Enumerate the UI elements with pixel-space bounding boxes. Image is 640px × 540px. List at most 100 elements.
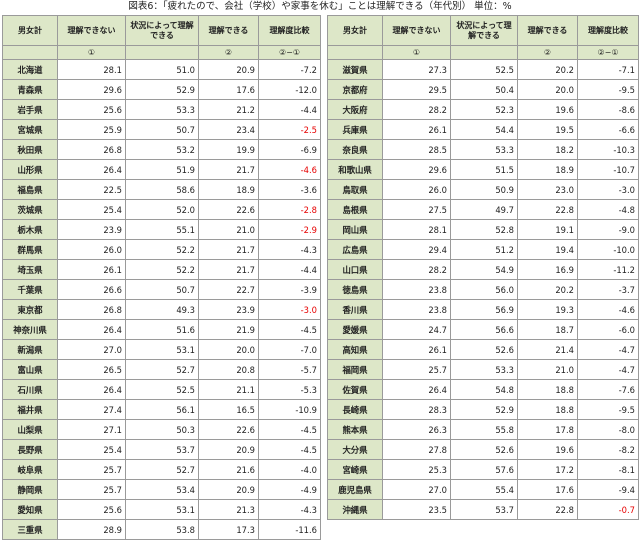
depends-cell: 52.7 [125,459,199,480]
cannot-understand-cell: 26.3 [382,419,451,440]
understand-cell: 22.8 [517,499,578,520]
prefecture-cell: 徳島県 [327,279,383,300]
depends-cell: 56.0 [450,279,518,300]
comparison-cell: -4.3 [258,239,321,260]
depends-cell: 52.3 [450,99,518,120]
understand-cell: 18.7 [517,319,578,340]
comparison-cell: -9.5 [577,399,639,420]
header-cannot-understand: 理解できない [382,15,451,46]
comparison-cell: -3.6 [258,179,321,200]
table-row: 青森県 29.6 52.9 17.6 -12.0 [2,79,321,100]
header-understand: 理解できる [198,15,259,46]
prefecture-cell: 京都府 [327,79,383,100]
understand-cell: 16.5 [198,399,259,420]
cannot-understand-cell: 26.4 [57,319,126,340]
understand-cell: 18.2 [517,139,578,160]
understand-cell: 21.0 [517,359,578,380]
table-row: 熊本県 26.3 55.8 17.8 -8.0 [327,419,639,440]
table-row: 群馬県 26.0 52.2 21.7 -4.3 [2,239,321,260]
understand-cell: 23.0 [517,179,578,200]
cannot-understand-cell: 26.1 [382,119,451,140]
cannot-understand-cell: 28.3 [382,399,451,420]
header-cannot-understand: 理解できない [57,15,126,46]
depends-cell: 54.4 [450,119,518,140]
table-row: 岐阜県 25.7 52.7 21.6 -4.0 [2,459,321,480]
header-comparison: 理解度比較 [577,15,639,46]
understand-cell: 17.8 [517,419,578,440]
prefecture-cell: 山口県 [327,259,383,280]
understand-cell: 21.2 [198,99,259,120]
prefecture-cell: 新潟県 [2,339,58,360]
prefecture-cell: 千葉県 [2,279,58,300]
understand-cell: 21.9 [198,319,259,340]
table-row: 奈良県 28.5 53.3 18.2 -10.3 [327,139,639,160]
cannot-understand-cell: 28.1 [382,219,451,240]
depends-cell: 58.6 [125,179,199,200]
comparison-cell: -4.9 [258,479,321,500]
table-row: 山口県 28.2 54.9 16.9 -11.2 [327,259,639,280]
comparison-cell: -8.0 [577,419,639,440]
understand-cell: 19.9 [198,139,259,160]
understand-cell: 19.5 [517,119,578,140]
prefecture-cell: 鹿児島県 [327,479,383,500]
cannot-understand-cell: 28.2 [382,259,451,280]
understand-cell: 18.9 [517,159,578,180]
cannot-understand-cell: 25.3 [382,459,451,480]
depends-cell: 56.9 [450,299,518,320]
prefecture-cell: 広島県 [327,239,383,260]
table-row: 静岡県 25.7 53.4 20.9 -4.9 [2,479,321,500]
prefecture-cell: 佐賀県 [327,379,383,400]
table-right: 男女計 理解できない 状況によって理解できる 理解できる 理解度比較 ① ② ②… [327,15,639,520]
understand-cell: 20.2 [517,279,578,300]
understand-cell: 20.9 [198,59,259,80]
prefecture-cell: 秋田県 [2,139,58,160]
cannot-understand-cell: 28.5 [382,139,451,160]
table-row: 神奈川県 26.4 51.6 21.9 -4.5 [2,319,321,340]
cannot-understand-cell: 26.0 [382,179,451,200]
prefecture-cell: 静岡県 [2,479,58,500]
table-row: 高知県 26.1 52.6 21.4 -4.7 [327,339,639,360]
prefecture-cell: 宮城県 [2,119,58,140]
understand-cell: 20.0 [517,79,578,100]
cannot-understand-cell: 28.1 [57,59,126,80]
prefecture-cell: 山形県 [2,159,58,180]
cannot-understand-cell: 25.6 [57,99,126,120]
figure-title: 図表6：「疲れたので、会社（学校）や家事を休む」ことは理解できる（年代別） 単位… [128,1,512,12]
understand-cell: 20.8 [198,359,259,380]
header-comparison: 理解度比較 [258,15,321,46]
subheader-4: ②−① [577,45,639,60]
comparison-cell: -8.2 [577,439,639,460]
table-row: 富山県 26.5 52.7 20.8 -5.7 [2,359,321,380]
depends-cell: 54.8 [450,379,518,400]
table-row: 新潟県 27.0 53.1 20.0 -7.0 [2,339,321,360]
table-row: 福島県 22.5 58.6 18.9 -3.6 [2,179,321,200]
cannot-understand-cell: 26.0 [57,239,126,260]
table-row: 岡山県 28.1 52.8 19.1 -9.0 [327,219,639,240]
table-row: 兵庫県 26.1 54.4 19.5 -6.6 [327,119,639,140]
comparison-cell: -4.7 [577,359,639,380]
cannot-understand-cell: 23.9 [57,219,126,240]
cannot-understand-cell: 26.8 [57,139,126,160]
depends-cell: 50.7 [125,119,199,140]
depends-cell: 51.2 [450,239,518,260]
table-row: 佐賀県 26.4 54.8 18.8 -7.6 [327,379,639,400]
table-row: 大分県 27.8 52.6 19.6 -8.2 [327,439,639,460]
header-depends: 状況によって理解できる [125,15,199,46]
cannot-understand-cell: 29.6 [57,79,126,100]
understand-cell: 18.9 [198,179,259,200]
understand-cell: 23.9 [198,299,259,320]
cannot-understand-cell: 27.5 [382,199,451,220]
understand-cell: 19.6 [517,99,578,120]
table-row: 埼玉県 26.1 52.2 21.7 -4.4 [2,259,321,280]
prefecture-cell: 北海道 [2,59,58,80]
depends-cell: 54.9 [450,259,518,280]
prefecture-cell: 熊本県 [327,419,383,440]
cannot-understand-cell: 27.4 [57,399,126,420]
cannot-understand-cell: 25.4 [57,199,126,220]
table-left: 男女計 理解できない 状況によって理解できる 理解できる 理解度比較 ① ② ②… [2,15,321,540]
comparison-cell: -7.6 [577,379,639,400]
prefecture-cell: 宮崎県 [327,459,383,480]
comparison-cell: -5.7 [258,359,321,380]
depends-cell: 52.2 [125,259,199,280]
cannot-understand-cell: 28.9 [57,519,126,540]
